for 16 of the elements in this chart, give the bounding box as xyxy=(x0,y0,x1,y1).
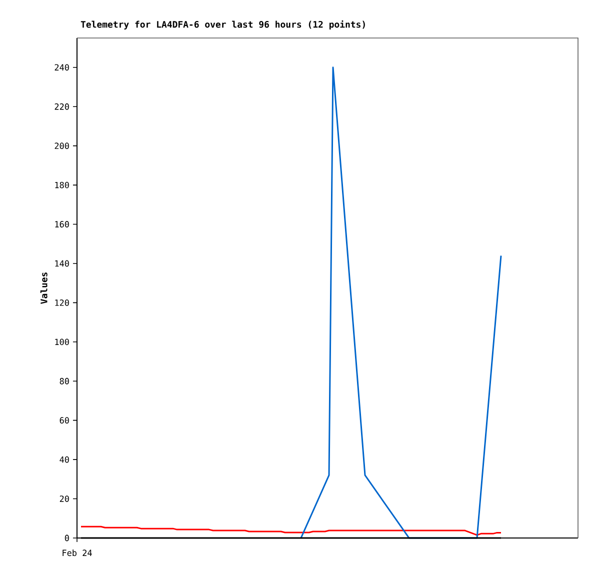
y-axis-title: Values xyxy=(40,272,48,304)
y-tick-label: 220 xyxy=(54,103,69,110)
y-tick-label: 120 xyxy=(55,299,69,306)
text: Feb 24 xyxy=(62,550,92,556)
y-tick-label: 20 xyxy=(60,496,69,502)
y-tick-label: 80 xyxy=(60,378,69,384)
chart-title: Telemetry for LA4DFA-6 over last 96 hours (12 points) xyxy=(80,20,365,30)
y-tick-label: 240 xyxy=(54,64,69,71)
y-tick-label: 40 xyxy=(60,456,69,463)
y-tick-label: 180 xyxy=(55,182,69,188)
y-tick-label: 60 xyxy=(60,417,69,424)
y-tick-label: 100 xyxy=(55,338,69,346)
y-tick-label: 0 xyxy=(64,534,69,542)
y-tick-label: 160 xyxy=(55,221,69,228)
y-tick-label: 200 xyxy=(54,142,69,150)
y-tick-label: 140 xyxy=(55,260,69,267)
